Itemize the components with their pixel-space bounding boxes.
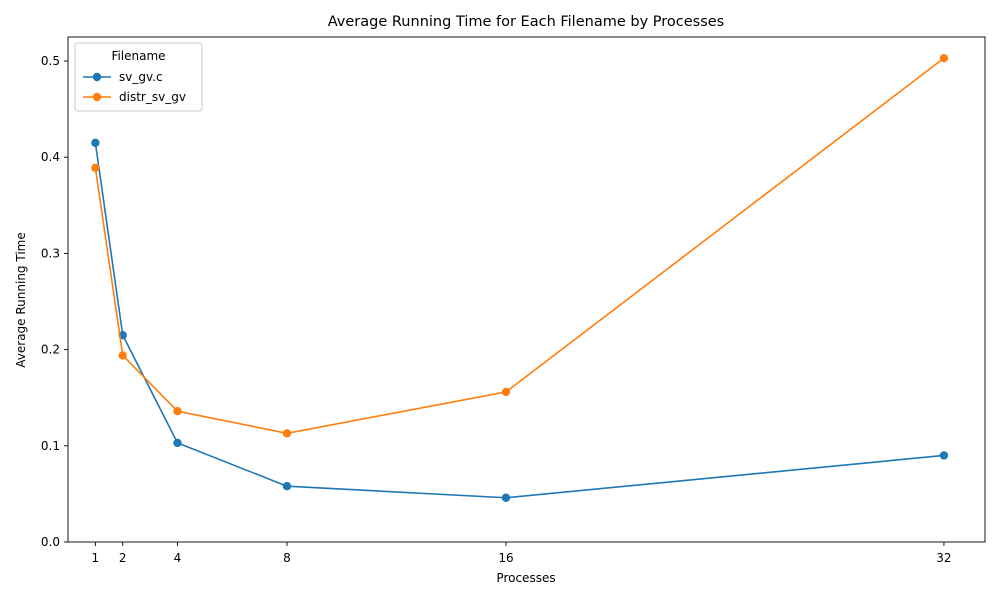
legend-swatch-marker (92, 92, 102, 102)
y-tick-label: 0.2 (41, 343, 60, 357)
series-line-distr-sv-gv (94, 57, 945, 435)
data-point (173, 438, 182, 448)
data-point (118, 351, 127, 360)
x-tick-label: 8 (283, 551, 291, 565)
legend-box (74, 42, 203, 112)
legend-swatch-marker (92, 72, 102, 82)
x-tick-label: 16 (498, 551, 513, 565)
y-tick-label: 0.0 (41, 535, 60, 549)
y-tick-label: 0.4 (41, 150, 60, 164)
x-tick-label: 2 (119, 551, 127, 565)
x-tick-label: 4 (174, 551, 182, 565)
legend: Filename sv_gv.c distr_sv_gv (74, 42, 203, 112)
x-tick-label: 32 (936, 551, 951, 565)
y-axis-label: Average Running Time (14, 232, 28, 367)
data-point (91, 163, 100, 173)
y-tick-label: 0.1 (41, 439, 60, 453)
data-point (939, 451, 949, 460)
data-point (501, 493, 511, 502)
data-point (173, 406, 182, 416)
x-axis-label: Processes (496, 571, 555, 585)
data-point (91, 138, 100, 148)
legend-entry-label: sv_gv.c (119, 70, 163, 84)
series-line-sv-gv-c (94, 142, 945, 499)
legend-title: Filename (111, 49, 165, 63)
data-point (282, 429, 292, 438)
chart-title: Average Running Time for Each Filename b… (328, 14, 725, 30)
y-tick-label: 0.3 (41, 246, 60, 260)
y-tick-label: 0.5 (41, 54, 60, 68)
data-point (282, 482, 292, 491)
data-point (501, 387, 511, 397)
legend-entry-label: distr_sv_gv (119, 90, 186, 104)
plot-frame (67, 36, 986, 543)
x-tick-label: 1 (92, 551, 100, 565)
data-point (939, 53, 949, 63)
plot-area: 0.0 0.1 0.2 0.3 0.4 0.5 1 2 4 8 16 32 (41, 36, 986, 565)
